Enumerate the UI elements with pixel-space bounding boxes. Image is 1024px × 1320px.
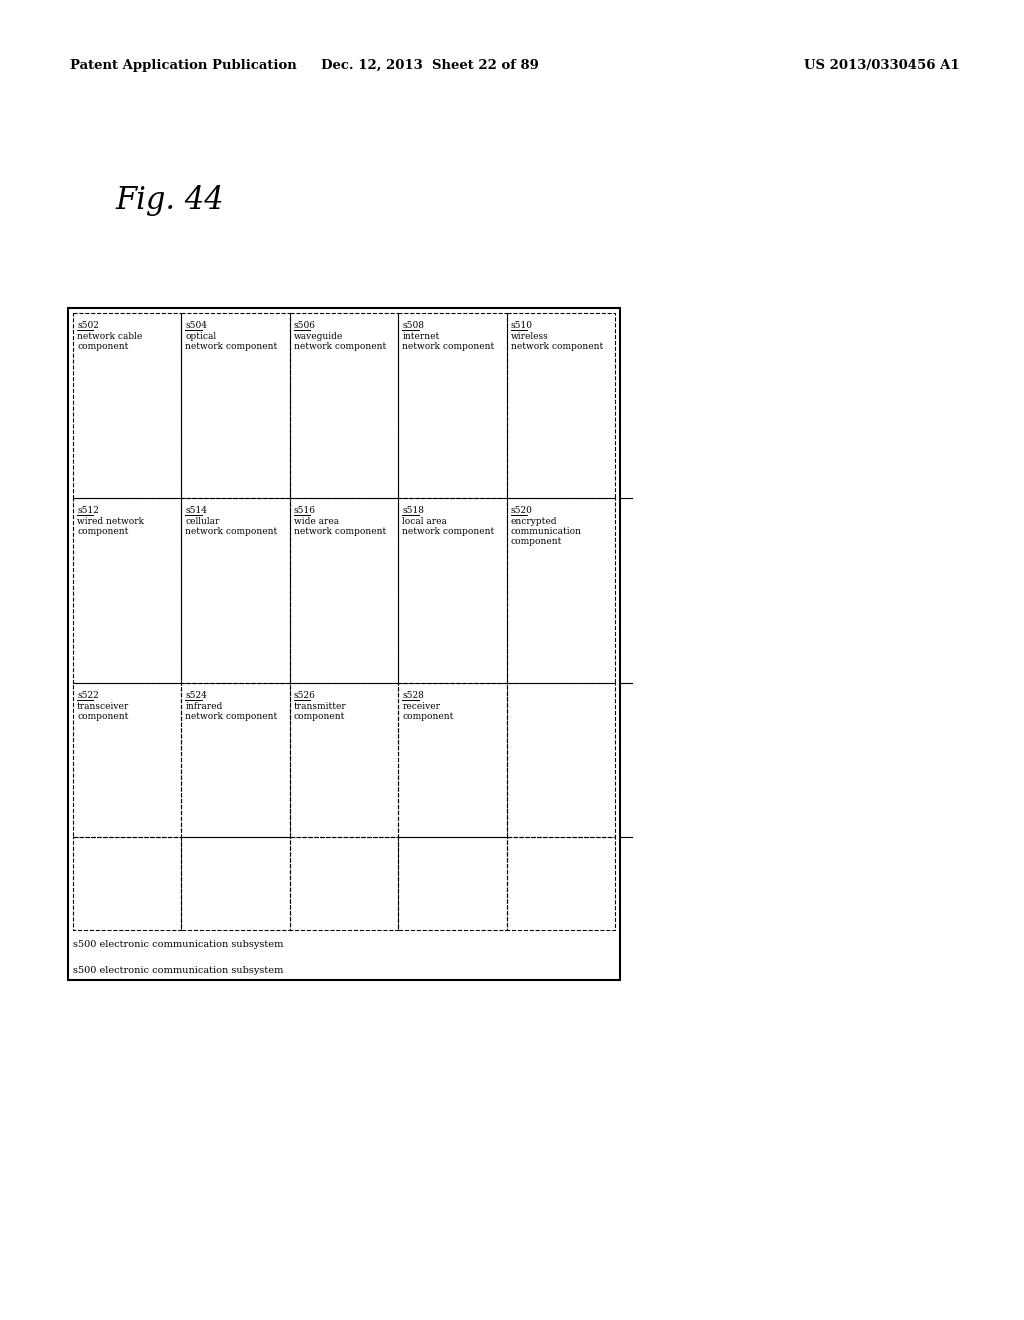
Text: waveguide: waveguide	[294, 333, 343, 341]
Text: Fig. 44: Fig. 44	[115, 185, 223, 215]
Text: Patent Application Publication: Patent Application Publication	[70, 58, 297, 71]
Bar	[398, 498, 507, 684]
Text: s502: s502	[77, 321, 99, 330]
Text: s528: s528	[402, 692, 424, 700]
Text: network component: network component	[185, 527, 278, 536]
Bar	[507, 498, 615, 684]
Text: s506: s506	[294, 321, 315, 330]
Bar	[290, 684, 398, 837]
Text: optical: optical	[185, 333, 216, 341]
Bar	[73, 313, 181, 498]
Text: component: component	[511, 537, 562, 546]
Bar	[398, 313, 507, 498]
Bar	[290, 313, 398, 498]
Text: component: component	[77, 713, 128, 721]
Text: wide area: wide area	[294, 517, 339, 527]
Text: s512: s512	[77, 506, 99, 515]
Bar	[73, 498, 181, 684]
Text: component: component	[77, 527, 128, 536]
Text: s516: s516	[294, 506, 315, 515]
Text: network component: network component	[402, 527, 495, 536]
Text: s500 electronic communication subsystem: s500 electronic communication subsystem	[73, 940, 284, 949]
Bar	[73, 837, 181, 931]
Bar	[181, 313, 290, 498]
Text: local area: local area	[402, 517, 447, 527]
Text: s524: s524	[185, 692, 207, 700]
Text: transmitter: transmitter	[294, 702, 346, 711]
Text: component: component	[402, 713, 454, 721]
Text: network component: network component	[402, 342, 495, 351]
Text: s508: s508	[402, 321, 424, 330]
Text: component: component	[77, 342, 128, 351]
Text: s518: s518	[402, 506, 424, 515]
Text: Dec. 12, 2013  Sheet 22 of 89: Dec. 12, 2013 Sheet 22 of 89	[322, 58, 539, 71]
Text: infrared: infrared	[185, 702, 222, 711]
Bar	[68, 308, 620, 979]
Bar	[398, 837, 507, 931]
Text: network component: network component	[294, 342, 386, 351]
Bar	[507, 837, 615, 931]
Bar	[290, 837, 398, 931]
Text: communication: communication	[511, 527, 582, 536]
Text: US 2013/0330456 A1: US 2013/0330456 A1	[805, 58, 961, 71]
Bar	[181, 684, 290, 837]
Text: encrypted: encrypted	[511, 517, 557, 527]
Text: cellular: cellular	[185, 517, 220, 527]
Bar	[73, 684, 181, 837]
Bar	[181, 498, 290, 684]
Text: s522: s522	[77, 692, 98, 700]
Text: component: component	[294, 713, 345, 721]
Text: wired network: wired network	[77, 517, 144, 527]
Bar	[507, 684, 615, 837]
Text: network cable: network cable	[77, 333, 142, 341]
Text: s504: s504	[185, 321, 208, 330]
Text: s514: s514	[185, 506, 208, 515]
Bar	[181, 837, 290, 931]
Bar	[398, 684, 507, 837]
Text: transceiver: transceiver	[77, 702, 129, 711]
Text: internet: internet	[402, 333, 439, 341]
Bar	[290, 498, 398, 684]
Bar	[507, 313, 615, 498]
Text: network component: network component	[185, 713, 278, 721]
Text: wireless: wireless	[511, 333, 548, 341]
Text: network component: network component	[294, 527, 386, 536]
Text: network component: network component	[185, 342, 278, 351]
Text: s520: s520	[511, 506, 532, 515]
Text: s510: s510	[511, 321, 532, 330]
Text: receiver: receiver	[402, 702, 440, 711]
Text: s526: s526	[294, 692, 315, 700]
Text: s500 electronic communication subsystem: s500 electronic communication subsystem	[73, 966, 284, 975]
Text: network component: network component	[511, 342, 603, 351]
